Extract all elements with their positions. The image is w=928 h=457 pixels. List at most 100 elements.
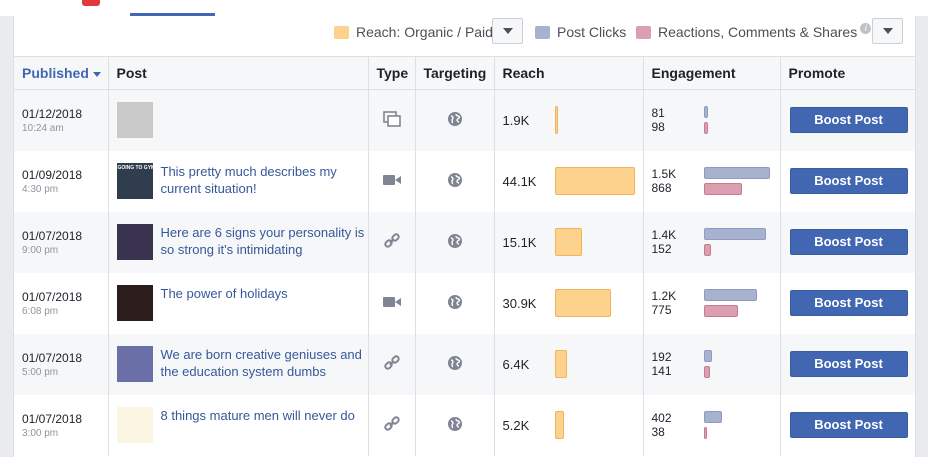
type-cell	[368, 150, 416, 212]
boost-post-button[interactable]: Boost Post	[789, 412, 908, 438]
post-thumbnail[interactable]	[116, 224, 153, 260]
type-cell	[368, 394, 416, 456]
targeting-cell	[415, 150, 495, 212]
clicks-value: 81	[651, 106, 665, 121]
table-row[interactable]: 01/07/2018 3:00 pm 8 things mature men w…	[14, 394, 915, 456]
reach-value: 44.1K	[502, 173, 537, 189]
reach-value: 6.4K	[502, 356, 530, 372]
post-cell[interactable]: We are born creative geniuses and the ed…	[108, 333, 369, 395]
chevron-down-icon	[502, 28, 513, 34]
post-text-link[interactable]: The power of holidays	[160, 286, 288, 301]
type-cell	[368, 89, 416, 151]
reactions-swatch	[636, 25, 651, 39]
post-time: 4:30 pm	[22, 183, 59, 195]
table-row[interactable]: 01/07/2018 5:00 pm We are born creative …	[14, 333, 915, 395]
post-cell[interactable]: GOING TO GYM This pretty much describes …	[108, 150, 369, 212]
active-tab-indicator	[130, 13, 215, 16]
col-post-label: Post	[116, 65, 147, 81]
post-time: 6:08 pm	[22, 305, 59, 317]
reach-cell: 6.4K	[494, 333, 644, 395]
link-icon	[383, 232, 400, 253]
table-row[interactable]: 01/09/2018 4:30 pm GOING TO GYM This pre…	[14, 150, 915, 212]
info-icon[interactable]: i	[860, 22, 872, 34]
post-cell[interactable]: Here are 6 signs your personality is so …	[108, 211, 369, 273]
reach-value: 5.2K	[502, 417, 530, 433]
post-text-link[interactable]: We are born creative geniuses and the ed…	[160, 347, 362, 379]
published-cell: 01/12/2018 10:24 am	[14, 89, 109, 151]
boost-post-button[interactable]: Boost Post	[789, 290, 908, 316]
post-time: 10:24 am	[22, 122, 64, 134]
clicks-value: 402	[651, 411, 672, 425]
promote-cell: Boost Post	[780, 273, 915, 334]
engagement-cell: 1.5K 868	[643, 150, 781, 212]
video-icon	[382, 173, 402, 190]
col-post: Post	[108, 56, 369, 90]
clicks-bar	[703, 167, 770, 179]
table-row[interactable]: 01/07/2018 6:08 pm The power of holidays…	[14, 272, 915, 334]
table-row[interactable]: 01/12/2018 10:24 am 1.9K	[14, 89, 915, 151]
post-cell[interactable]: The power of holidays	[108, 272, 369, 334]
reactions-bar	[703, 427, 707, 439]
boost-post-button[interactable]: Boost Post	[789, 168, 908, 194]
reach-swatch	[334, 25, 349, 39]
clicks-value: 1.4K	[651, 228, 677, 242]
post-text-link[interactable]: 8 things mature men will never do	[160, 408, 355, 423]
promote-cell: Boost Post	[780, 333, 915, 395]
clicks-bar	[703, 411, 722, 423]
boost-post-button[interactable]: Boost Post	[789, 351, 908, 377]
reactions-bar	[703, 244, 711, 256]
post-text-link[interactable]: This pretty much describes my current si…	[160, 164, 337, 196]
reactions-value: 868	[651, 181, 672, 195]
engagement-dropdown-button[interactable]	[872, 18, 903, 44]
reach-bar	[554, 228, 582, 256]
globe-icon	[447, 355, 463, 374]
promote-cell: Boost Post	[780, 211, 915, 273]
published-cell: 01/07/2018 3:00 pm	[14, 394, 109, 456]
reach-value: 1.9K	[502, 112, 530, 128]
targeting-cell	[415, 272, 495, 334]
post-thumbnail[interactable]	[116, 102, 153, 139]
engagement-cell: 192 141	[643, 333, 781, 395]
promote-cell: Boost Post	[780, 395, 915, 456]
sort-desc-icon	[92, 71, 101, 77]
reactions-bar	[703, 122, 708, 135]
post-thumbnail[interactable]	[116, 346, 153, 382]
top-nav	[0, 0, 928, 16]
clicks-value: 1.2K	[651, 289, 677, 303]
engagement-cell: 402 38	[643, 394, 781, 456]
reach-bar	[554, 106, 558, 135]
boost-post-button[interactable]: Boost Post	[789, 107, 908, 134]
post-thumbnail[interactable]: GOING TO GYM	[116, 163, 153, 199]
legend-clicks: Post Clicks	[535, 24, 626, 40]
col-type: Type	[368, 56, 416, 90]
clicks-value: 1.5K	[651, 167, 677, 181]
post-cell[interactable]	[108, 89, 369, 151]
clicks-bar	[703, 350, 712, 362]
clicks-bar	[703, 289, 757, 301]
post-thumbnail[interactable]	[116, 285, 153, 321]
post-thumbnail[interactable]	[116, 407, 153, 443]
reach-cell: 44.1K	[494, 150, 644, 212]
reach-cell: 30.9K	[494, 272, 644, 334]
reach-bar	[554, 167, 635, 195]
legend-bar: Reach: Organic / Paid Post Clicks Reacti…	[14, 16, 915, 56]
boost-post-button[interactable]: Boost Post	[789, 229, 908, 255]
col-reach: Reach	[494, 56, 644, 90]
post-date: 01/09/2018	[22, 167, 83, 182]
reach-cell: 5.2K	[494, 394, 644, 456]
clicks-value: 192	[651, 350, 672, 364]
reach-dropdown-button[interactable]	[492, 18, 523, 44]
globe-icon	[447, 172, 463, 191]
reach-value: 30.9K	[502, 295, 537, 311]
col-promote: Promote	[780, 56, 915, 90]
post-time: 9:00 pm	[22, 244, 59, 256]
post-cell[interactable]: 8 things mature men will never do	[108, 394, 369, 456]
col-published[interactable]: Published	[14, 56, 109, 90]
targeting-cell	[415, 89, 495, 151]
post-text-link[interactable]: Here are 6 signs your personality is so …	[160, 225, 365, 257]
globe-icon	[447, 111, 463, 130]
posts-panel: Reach: Organic / Paid Post Clicks Reacti…	[13, 16, 916, 457]
reactions-value: 152	[651, 242, 672, 256]
targeting-cell	[415, 333, 495, 395]
table-row[interactable]: 01/07/2018 9:00 pm Here are 6 signs your…	[14, 211, 915, 273]
